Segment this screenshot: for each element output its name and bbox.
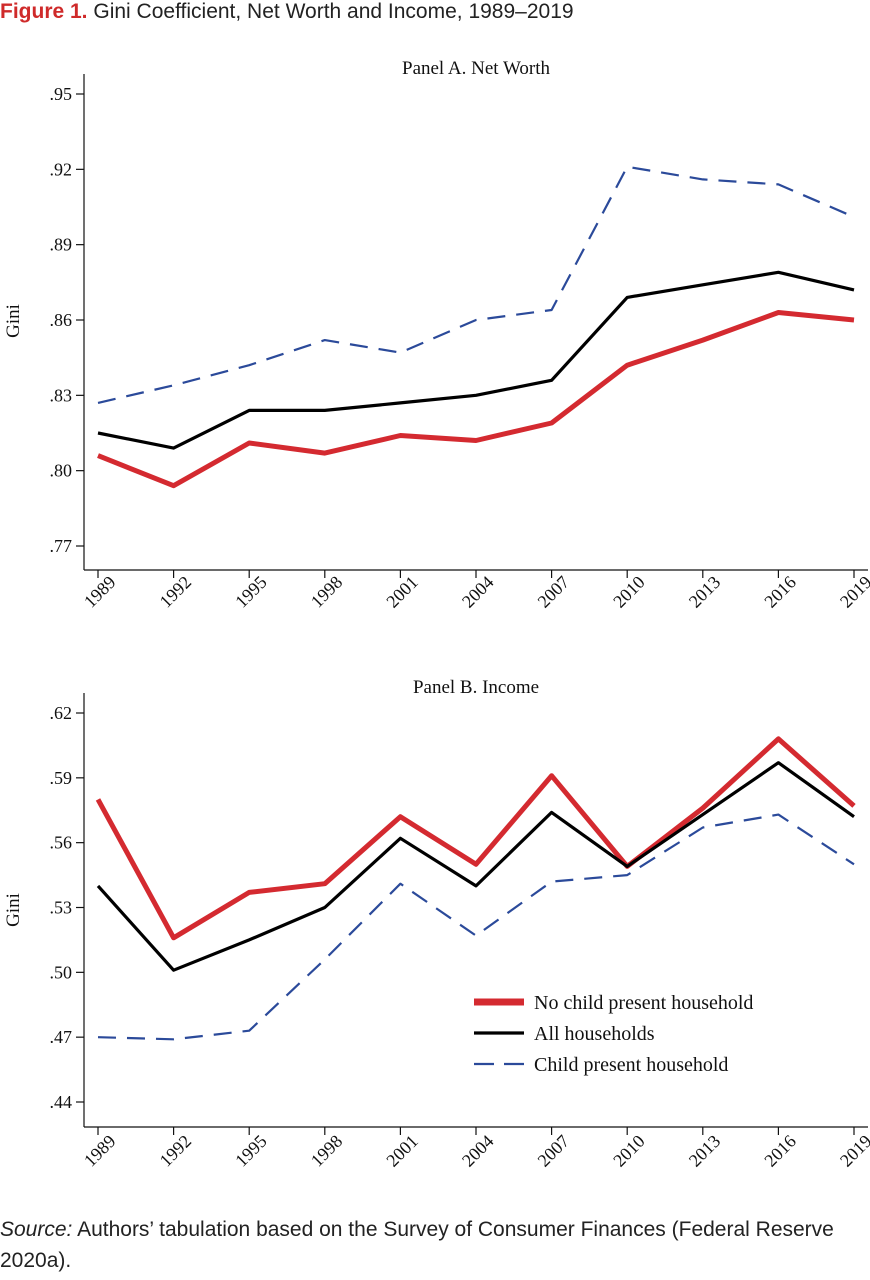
x-tick-label: 2004 (458, 1131, 498, 1171)
source-note: Source: Authors’ tabulation based on the… (0, 1214, 866, 1276)
y-tick-label: .77 (50, 536, 73, 556)
panel-a-chart: Panel A. Net Worth .77 .80 .83 .86 .89 .92 .95 G… (3, 58, 870, 612)
y-tick-label: .80 (50, 461, 73, 481)
y-tick-label: .95 (50, 84, 73, 104)
x-tick-label: 1998 (307, 572, 347, 612)
y-tick-label: .92 (50, 159, 73, 179)
figure-title-text: Gini Coefficient, Net Worth and Income, … (93, 0, 574, 23)
x-tick-label: 2013 (685, 572, 725, 612)
x-tick-label: 2010 (609, 1131, 649, 1171)
legend-label: All households (534, 1023, 655, 1045)
x-tick-label: 1995 (231, 1131, 271, 1171)
source-text: Authors’ tabulation based on the Survey … (0, 1218, 834, 1272)
series-line-no-child (95, 736, 856, 941)
x-tick-label: 2001 (382, 572, 422, 612)
legend: No child present household All households… (474, 992, 753, 1076)
legend-label: No child present household (534, 992, 753, 1014)
panel-title: Panel B. Income (413, 677, 539, 698)
series-line-all (96, 761, 855, 972)
y-tick-label: .50 (50, 962, 73, 982)
x-tick-label: 2016 (760, 1131, 800, 1171)
x-tick-label: 1998 (307, 1131, 347, 1171)
x-tick-label: 2013 (685, 1131, 725, 1171)
x-tick-label: 2007 (534, 1131, 574, 1171)
series-line-child (97, 165, 855, 404)
y-tick-label: .47 (50, 1027, 73, 1047)
series-line-no-child (97, 310, 855, 489)
y-tick-label: .53 (50, 898, 73, 918)
y-tick-label: .86 (50, 310, 73, 330)
x-tick-label: 1989 (80, 572, 120, 612)
figure-label: Figure 1. (0, 0, 88, 23)
x-tick-label: 1992 (156, 572, 196, 612)
x-tick-label: 2004 (458, 572, 498, 612)
legend-label: Child present household (534, 1054, 728, 1076)
series-line-child (97, 813, 855, 1041)
y-tick-label: .44 (50, 1092, 73, 1112)
x-tick-label: 2010 (609, 572, 649, 612)
x-tick-label: 1989 (80, 1131, 120, 1171)
y-tick-label: .83 (50, 385, 73, 405)
x-tick-label: 2016 (760, 572, 800, 612)
y-axis-title: Gini (3, 893, 24, 927)
y-tick-label: .59 (50, 768, 73, 788)
y-axis-title: Gini (3, 304, 24, 338)
panel-title: Panel A. Net Worth (402, 58, 550, 79)
x-tick-label: 1995 (231, 572, 271, 612)
source-label: Source: (0, 1218, 73, 1241)
x-tick-label: 2007 (534, 572, 574, 612)
figure-title: Figure 1. Gini Coefficient, Net Worth an… (0, 0, 870, 28)
x-tick-label: 2019 (836, 572, 870, 612)
y-tick-label: .62 (50, 703, 73, 723)
panel-b-chart: Panel B. Income .44 .47 .50 .53 .56 .59 .62 Gini… (3, 677, 870, 1171)
x-tick-label: 1992 (156, 1131, 196, 1171)
x-tick-label: 2019 (836, 1131, 870, 1171)
y-tick-label: .89 (50, 235, 73, 255)
y-tick-label: .56 (50, 833, 73, 853)
series-line-all (97, 270, 855, 450)
x-tick-label: 2001 (382, 1131, 422, 1171)
